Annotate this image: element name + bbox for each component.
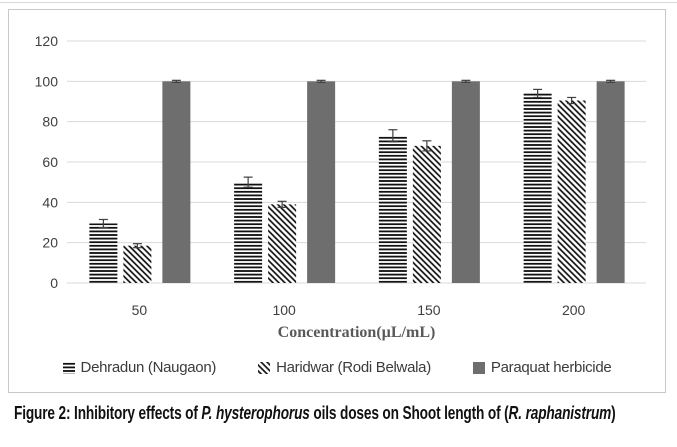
bar bbox=[307, 81, 336, 283]
error-bar bbox=[606, 79, 616, 83]
error-bar bbox=[461, 79, 471, 83]
error-bar bbox=[567, 96, 577, 105]
figure-caption-text: Figure 2: Inhibitory effects of P. hyste… bbox=[14, 403, 616, 424]
bar-chart: 0 20 40 60 80 100 120 50 100 150 200 bbox=[35, 33, 646, 318]
bar bbox=[523, 93, 552, 283]
bar bbox=[89, 223, 118, 283]
y-tick-label: 20 bbox=[42, 235, 58, 251]
x-category-label: 50 bbox=[132, 302, 148, 318]
legend: Dehradun (Naugaon) Haridwar (Rodi Belwala… bbox=[9, 359, 665, 376]
bar bbox=[378, 135, 407, 283]
legend-item: Dehradun (Naugaon) bbox=[62, 359, 217, 376]
legend-marker-icon bbox=[258, 361, 271, 374]
error-bar bbox=[98, 218, 108, 229]
bar bbox=[234, 182, 263, 283]
figure-caption: Figure 2: Inhibitory effects of P. hyste… bbox=[14, 403, 677, 437]
caption-text: oils doses on Shoot length of ( bbox=[309, 403, 509, 423]
bar bbox=[596, 81, 625, 283]
legend-label: Paraquat herbicide bbox=[490, 359, 612, 376]
error-bar bbox=[277, 200, 287, 208]
y-tick-label: 40 bbox=[42, 194, 58, 210]
x-category-label: 100 bbox=[272, 302, 296, 318]
x-category-label: 200 bbox=[562, 302, 586, 318]
error-bar bbox=[422, 140, 432, 152]
caption-species-name: P. hysterophorus bbox=[201, 403, 310, 423]
error-bar bbox=[132, 243, 142, 249]
error-bar bbox=[316, 79, 326, 83]
bar bbox=[162, 81, 191, 283]
y-tick-label: 0 bbox=[50, 275, 58, 291]
bar bbox=[268, 204, 297, 283]
x-axis-title: Concentration(µL/mL) bbox=[277, 324, 436, 341]
y-tick-label: 80 bbox=[42, 114, 58, 130]
caption-text: Figure 2: Inhibitory effects of bbox=[14, 403, 202, 423]
error-bar bbox=[243, 176, 253, 188]
y-tick-label: 60 bbox=[42, 154, 58, 170]
legend-marker-icon bbox=[62, 361, 75, 374]
bar bbox=[557, 100, 586, 283]
error-bar bbox=[388, 129, 398, 143]
legend-marker-icon bbox=[472, 361, 485, 374]
bar bbox=[412, 145, 441, 283]
legend-label: Dehradun (Naugaon) bbox=[80, 359, 217, 376]
x-category-label: 150 bbox=[417, 302, 441, 318]
bar bbox=[123, 245, 152, 283]
caption-text: ) bbox=[611, 403, 616, 423]
error-bar bbox=[533, 88, 543, 99]
legend-label: Haridwar (Rodi Belwala) bbox=[276, 359, 431, 376]
legend-item: Haridwar (Rodi Belwala) bbox=[258, 359, 431, 376]
y-tick-label: 120 bbox=[35, 33, 59, 49]
chart-panel: 0 20 40 60 80 100 120 50 100 150 200 Concentration… bbox=[8, 9, 666, 393]
top-divider bbox=[0, 2, 677, 3]
error-bar bbox=[171, 79, 181, 83]
caption-species-name: R. raphanistrum bbox=[508, 403, 612, 423]
bar bbox=[451, 81, 480, 283]
legend-item: Paraquat herbicide bbox=[472, 359, 612, 376]
y-tick-label: 100 bbox=[35, 73, 59, 89]
